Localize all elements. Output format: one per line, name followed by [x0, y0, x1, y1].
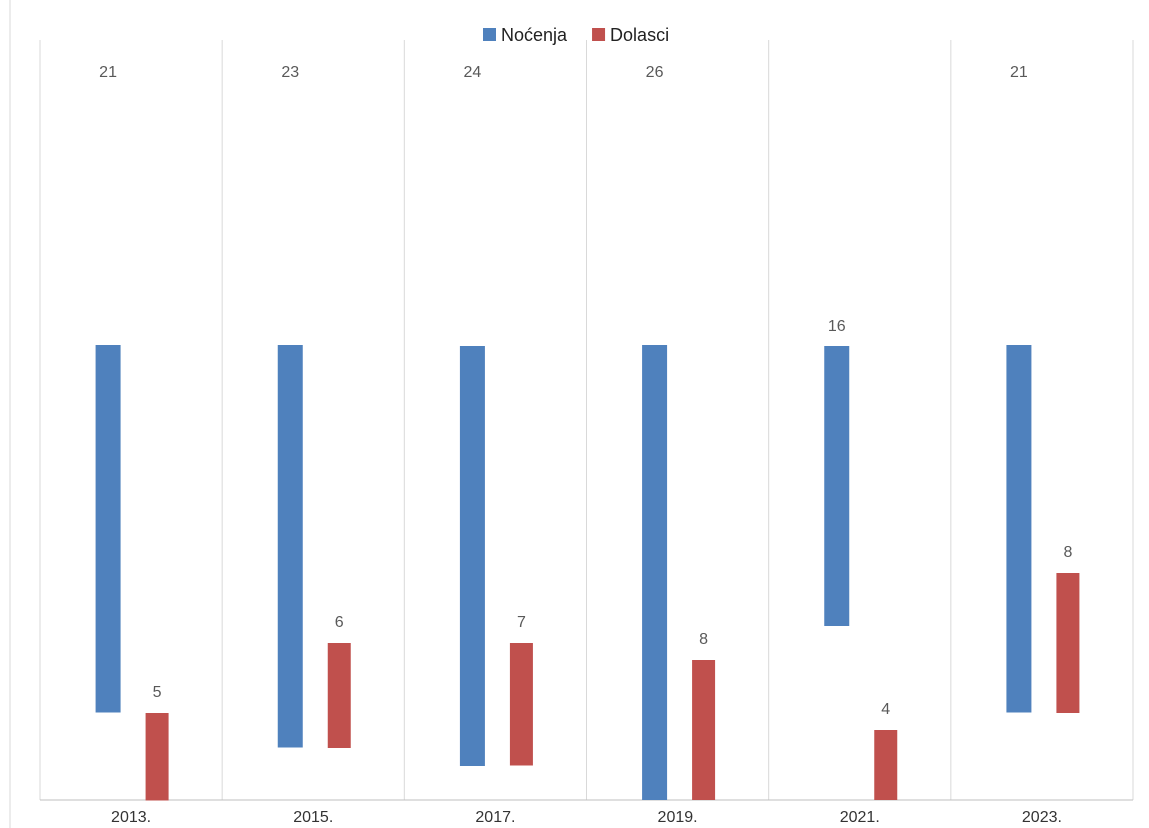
legend-swatch — [483, 28, 496, 41]
bar — [1006, 345, 1032, 713]
bar — [327, 643, 351, 748]
legend-swatch — [592, 28, 606, 41]
bar — [509, 643, 533, 766]
data-label: 4 — [881, 701, 890, 718]
data-label: 21 — [99, 64, 117, 81]
bar — [95, 345, 121, 713]
data-label: 6 — [335, 614, 344, 631]
bar — [277, 345, 303, 748]
bar — [692, 660, 716, 800]
data-label: 7 — [517, 614, 526, 631]
bar — [459, 346, 485, 766]
data-label: 5 — [153, 684, 162, 701]
bar — [874, 730, 898, 800]
data-label: 26 — [646, 64, 664, 81]
data-label: 8 — [699, 631, 708, 648]
data-label: 16 — [828, 318, 846, 335]
x-tick-label: 2023. — [1022, 809, 1062, 826]
bar — [824, 346, 850, 626]
bar — [145, 713, 169, 801]
data-label: 21 — [1010, 64, 1028, 81]
data-label: 24 — [464, 64, 482, 81]
bar — [642, 345, 668, 800]
legend-label: Noćenja — [501, 25, 568, 45]
x-tick-label: 2017. — [475, 809, 515, 826]
data-label: 23 — [281, 64, 299, 81]
data-label: 8 — [1063, 544, 1072, 561]
bar — [1056, 573, 1080, 713]
x-tick-label: 2019. — [658, 809, 698, 826]
x-tick-label: 2013. — [111, 809, 151, 826]
legend-label: Dolasci — [610, 25, 669, 45]
x-tick-label: 2015. — [293, 809, 333, 826]
x-tick-label: 2021. — [840, 809, 880, 826]
